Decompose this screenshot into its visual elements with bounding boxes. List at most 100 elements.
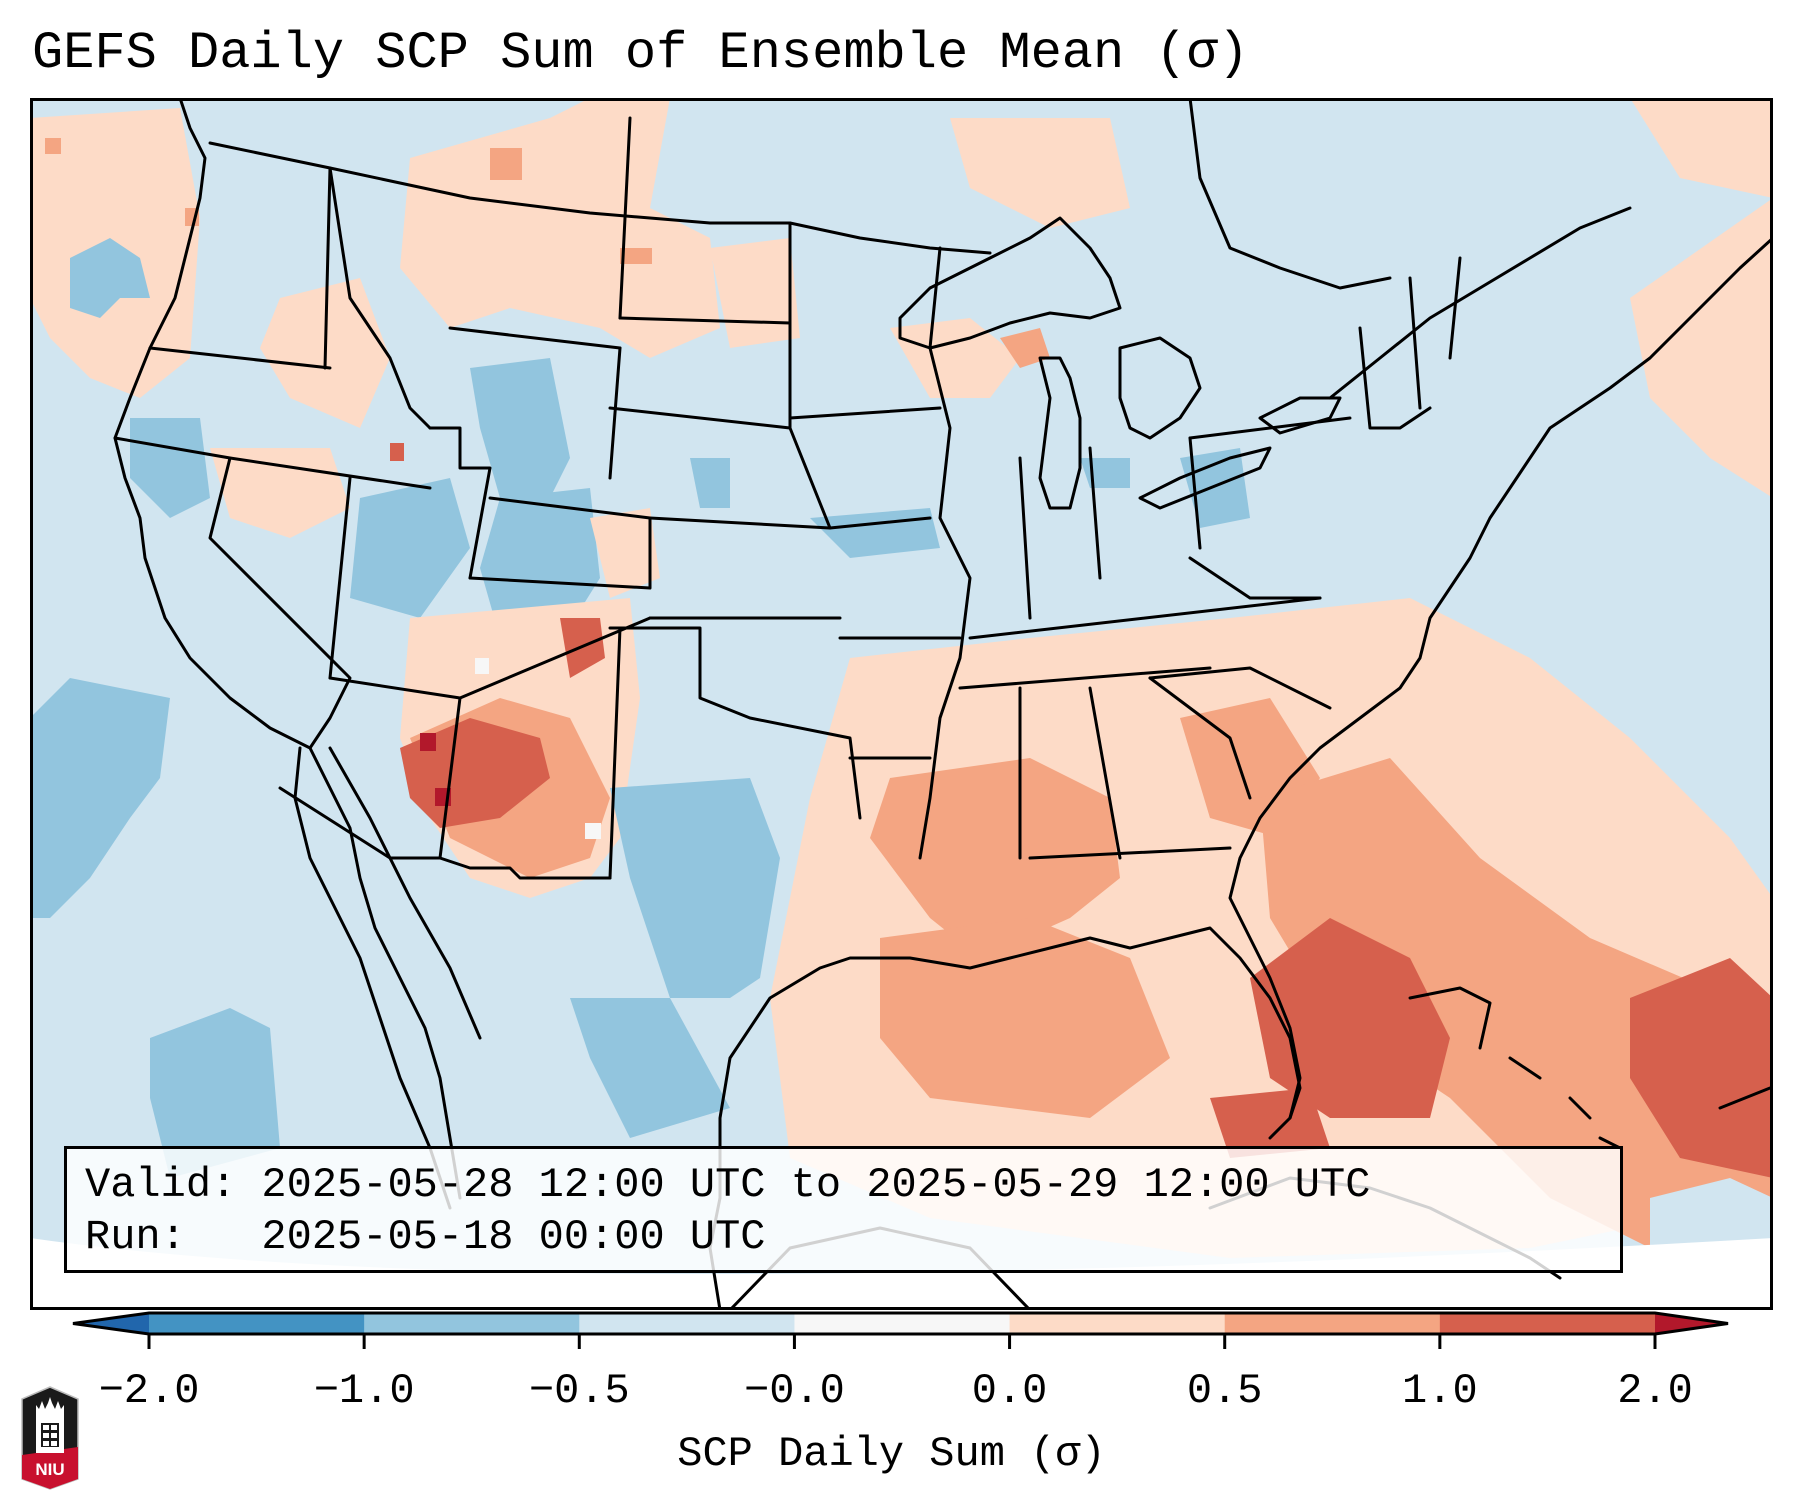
state-border-tn-south bbox=[958, 666, 1212, 690]
us-canada-border bbox=[208, 141, 992, 255]
niu-logo-text: NIU bbox=[35, 1460, 64, 1479]
field-patch-pos2-gulf bbox=[880, 918, 1170, 1118]
colorbar-extend-min bbox=[73, 1313, 149, 1334]
state-border-nv-ut bbox=[328, 476, 352, 680]
state-border-oh-pa bbox=[1188, 436, 1202, 550]
field-patch-neg-utah bbox=[350, 478, 470, 618]
colorbar-bin bbox=[794, 1313, 1011, 1334]
colorbar-bin bbox=[1439, 1313, 1656, 1334]
state-border-ia-mo bbox=[828, 516, 932, 530]
hudson-bay-area bbox=[1188, 98, 1392, 290]
state-border-wy-north bbox=[448, 326, 622, 350]
map-canvas bbox=[30, 98, 1773, 1310]
info-box: Valid: 2025-05-28 12:00 UTC to 2025-05-2… bbox=[64, 1146, 1623, 1273]
colorbar-tick-label: −2.0 bbox=[98, 1367, 200, 1415]
field-patch-neg-pacific-south bbox=[150, 1008, 280, 1178]
field-patch-pos-canada-north bbox=[950, 118, 1130, 228]
state-border-co bbox=[468, 496, 652, 590]
field-patch-neg-pacific-nw bbox=[70, 238, 150, 318]
lake-michigan bbox=[1038, 356, 1082, 510]
map-frame bbox=[30, 98, 1773, 1310]
colorbar-svg bbox=[72, 1311, 1729, 1349]
state-border-sc-ga bbox=[1148, 676, 1252, 800]
state-border-mt-nd bbox=[618, 116, 632, 320]
field-patch-neg-pacific-baja bbox=[30, 678, 170, 918]
colorbar-tick-label: 0.5 bbox=[1186, 1367, 1263, 1415]
colorbar-bin bbox=[364, 1313, 580, 1334]
field-patch-pos2-pacific bbox=[45, 138, 61, 154]
atlantic-coastline bbox=[1228, 236, 1773, 1120]
state-border-il-in bbox=[1018, 456, 1032, 620]
state-border-wa-or bbox=[148, 346, 332, 370]
field-patch-pos-new-england bbox=[1630, 98, 1773, 198]
colorbar-bin bbox=[149, 1313, 365, 1334]
colorbar-bin bbox=[1009, 1313, 1226, 1334]
state-border-nd-sd bbox=[618, 316, 792, 325]
lake-superior bbox=[898, 216, 1122, 350]
state-border-in-oh bbox=[1088, 446, 1102, 580]
field-patch-pos-montana bbox=[400, 98, 720, 358]
colorbar-tick-label: 2.0 bbox=[1617, 1367, 1693, 1415]
colorbar bbox=[60, 1305, 1750, 1365]
niu-logo: NIU bbox=[20, 1385, 80, 1491]
colorbar-tick-label: −0.5 bbox=[528, 1367, 630, 1415]
colorbar-label-text: SCP Daily Sum (σ) bbox=[677, 1430, 1106, 1478]
st-lawrence bbox=[1328, 206, 1632, 400]
chart-title: GEFS Daily SCP Sum of Ensemble Mean (σ) bbox=[32, 24, 1249, 83]
state-border-nm-tx bbox=[608, 626, 622, 880]
state-border-wy-ut bbox=[428, 426, 492, 580]
state-border-nm-co bbox=[458, 616, 652, 700]
colorbar-extend-max bbox=[1655, 1313, 1728, 1334]
state-border-ga-fl bbox=[1028, 846, 1232, 860]
lake-ontario bbox=[1258, 396, 1342, 435]
state-border-nm-mex bbox=[438, 856, 612, 880]
field-patch-neg-kansas bbox=[690, 458, 730, 508]
state-border-ny-vt bbox=[1408, 276, 1422, 410]
colorbar-tick-label: −1.0 bbox=[313, 1367, 415, 1415]
colorbar-bin bbox=[1224, 1313, 1441, 1334]
colorbar-tick-label: −0.0 bbox=[744, 1367, 845, 1415]
state-border-mississippi-river bbox=[918, 246, 972, 860]
niu-logo-icon: NIU bbox=[21, 1386, 79, 1490]
state-border-wv-va bbox=[1188, 556, 1322, 600]
pacific-coastline bbox=[113, 98, 462, 1200]
state-border-nc-sc bbox=[1148, 666, 1332, 710]
field-patch-pos2-atlantic-se bbox=[1260, 758, 1773, 1258]
field-patch-neg-wyoming bbox=[470, 358, 570, 518]
state-border-ca-nv bbox=[208, 456, 352, 750]
field-patch-pos3-caribbean bbox=[1630, 958, 1773, 1178]
bahamas-andros bbox=[1408, 986, 1492, 1050]
field-patch-pos2-montana-b bbox=[620, 248, 652, 264]
state-border-tx-ok bbox=[608, 626, 862, 820]
field-patch-pos-atlantic-ne bbox=[1630, 198, 1773, 498]
state-border-new-england bbox=[1358, 326, 1432, 430]
off-domain-area bbox=[30, 1238, 1773, 1310]
valid-time-text: Valid: 2025-05-28 12:00 UTC to 2025-05-2… bbox=[85, 1161, 1371, 1209]
lake-huron bbox=[1118, 336, 1202, 440]
field-patch-pos3-gulf-south bbox=[1210, 1088, 1330, 1158]
run-time-text: Run: 2025-05-18 00:00 UTC bbox=[85, 1213, 766, 1261]
field-patch-pos2-upper-mi bbox=[1000, 328, 1050, 368]
field-patch-pos2-montana bbox=[490, 148, 522, 180]
field-patch-neg-texas bbox=[610, 778, 780, 998]
field-patch-pos-colorado-east bbox=[590, 508, 660, 598]
state-border-wy-east bbox=[608, 346, 622, 480]
state-border-ut-az bbox=[328, 676, 462, 700]
state-border-tn-ky bbox=[968, 596, 1322, 640]
colorbar-tick-label: 1.0 bbox=[1402, 1367, 1478, 1415]
state-border-id-wa bbox=[323, 166, 332, 370]
state-border-al-ga bbox=[1088, 686, 1122, 860]
colorbar-label: SCP Daily Sum (σ) bbox=[0, 1428, 1803, 1480]
state-border-dakotas-mn bbox=[788, 221, 832, 530]
field-patch-neg-mexico bbox=[570, 998, 730, 1138]
state-border-pa-ny bbox=[1188, 416, 1352, 440]
colorbar-tick-label: 0.0 bbox=[971, 1367, 1048, 1415]
state-border-sd-ne bbox=[608, 406, 792, 430]
state-border-me-nh bbox=[1448, 256, 1462, 360]
field-patch-pos4-ut bbox=[390, 443, 404, 461]
map-panel bbox=[30, 98, 1773, 1310]
hispaniola-coast bbox=[1718, 1086, 1772, 1110]
field-patch-pos2-wisconsin bbox=[890, 318, 1020, 398]
state-border-id-mt bbox=[328, 166, 432, 430]
state-border-mn-ia bbox=[788, 406, 942, 420]
